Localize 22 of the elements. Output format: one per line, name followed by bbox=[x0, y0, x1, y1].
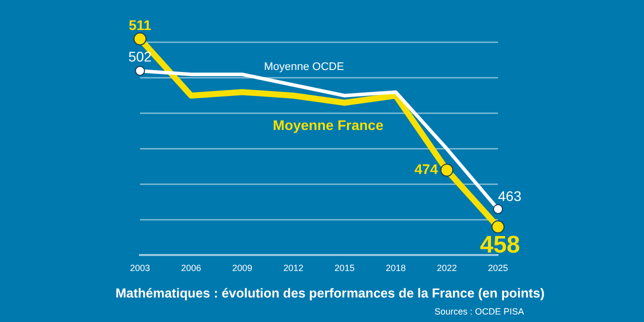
point bbox=[493, 204, 503, 214]
x-tick-label: 2015 bbox=[334, 263, 355, 274]
series-label: Moyenne France bbox=[272, 117, 384, 134]
x-tick-label: 2022 bbox=[436, 263, 457, 274]
data-label: 502 bbox=[128, 48, 152, 65]
x-tick-label: 2003 bbox=[130, 263, 150, 274]
data-label: 458 bbox=[480, 231, 520, 258]
x-tick-label: 2009 bbox=[232, 263, 252, 274]
data-label: 474 bbox=[414, 160, 438, 177]
point bbox=[492, 220, 504, 234]
x-tick-label: 2018 bbox=[386, 263, 406, 274]
series-label: Moyenne OCDE bbox=[264, 60, 344, 73]
point bbox=[134, 32, 146, 46]
x-tick-label: 2025 bbox=[488, 263, 508, 274]
point bbox=[135, 66, 145, 76]
x-tick-label: 2006 bbox=[181, 263, 202, 274]
data-label: 463 bbox=[498, 188, 522, 204]
text: Mathématiques : évolution des performances de la France (en points) bbox=[115, 286, 545, 301]
source-note: Sources : OCDE PISA bbox=[434, 306, 524, 316]
data-label: 511 bbox=[128, 16, 152, 33]
x-tick-label: 2012 bbox=[283, 263, 304, 274]
point bbox=[440, 164, 454, 177]
